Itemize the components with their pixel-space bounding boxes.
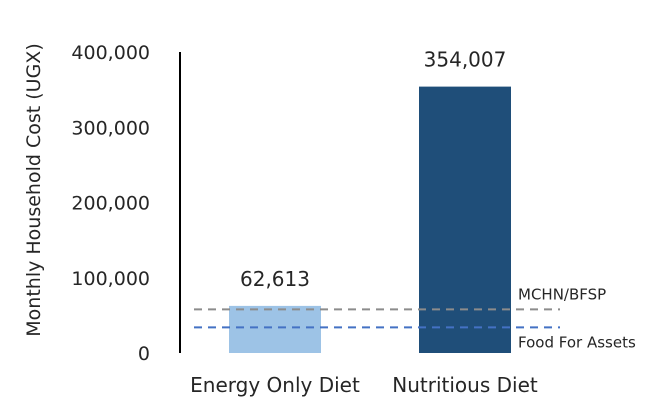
- y-tick-label: 400,000: [71, 42, 150, 64]
- category-label: Nutritious Diet: [392, 373, 538, 397]
- y-tick-label: 100,000: [71, 268, 150, 290]
- y-axis-title: Monthly Household Cost (UGX): [23, 43, 45, 336]
- reference-line-label: MCHN/BFSP: [518, 285, 606, 303]
- reference-lines: MCHN/BFSP Food For Assets: [194, 285, 636, 351]
- y-axis-ticks: 0 100,000 200,000 300,000 400,000: [71, 42, 150, 365]
- bar: [229, 305, 321, 353]
- y-tick-label: 0: [138, 343, 150, 365]
- category-labels: Energy Only Diet Nutritious Diet: [190, 373, 538, 397]
- bars: [229, 86, 511, 353]
- bar: [419, 86, 511, 353]
- y-tick-label: 300,000: [71, 117, 150, 139]
- data-labels: 62,613 354,007: [240, 48, 506, 291]
- data-label: 354,007: [424, 48, 507, 72]
- category-label: Energy Only Diet: [190, 373, 360, 397]
- reference-line-label: Food For Assets: [518, 333, 636, 351]
- y-tick-label: 200,000: [71, 193, 150, 215]
- data-label: 62,613: [240, 267, 310, 291]
